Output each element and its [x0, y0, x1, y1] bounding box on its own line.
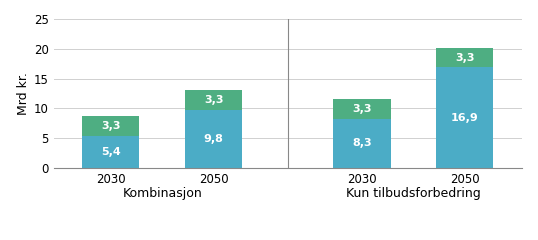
Text: 3,3: 3,3: [352, 104, 372, 114]
Text: 16,9: 16,9: [451, 113, 479, 123]
Bar: [82, 116, 139, 136]
Bar: [436, 48, 493, 67]
Bar: [185, 90, 242, 110]
Bar: [334, 99, 391, 119]
Text: 3,3: 3,3: [455, 53, 475, 63]
Text: Kun tilbudsforbedring: Kun tilbudsforbedring: [346, 187, 481, 200]
Text: 3,3: 3,3: [204, 95, 223, 105]
Text: 9,8: 9,8: [204, 134, 224, 144]
Text: 5,4: 5,4: [101, 147, 121, 157]
Text: 8,3: 8,3: [352, 138, 372, 148]
Y-axis label: Mrd kr.: Mrd kr.: [17, 72, 30, 115]
Bar: [334, 119, 391, 168]
Bar: [185, 110, 242, 168]
Bar: [82, 136, 139, 168]
Text: 3,3: 3,3: [101, 121, 121, 131]
Text: Kombinasjon: Kombinasjon: [122, 187, 202, 200]
Bar: [436, 67, 493, 168]
